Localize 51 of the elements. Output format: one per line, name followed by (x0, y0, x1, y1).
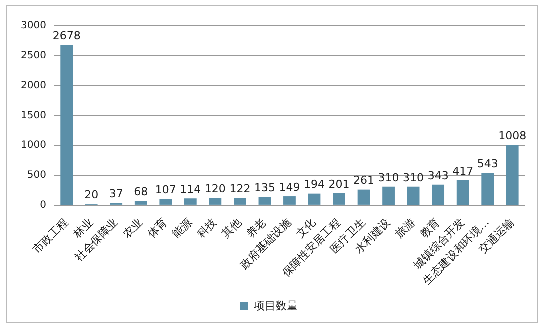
data-label: 114 (180, 182, 202, 196)
bar (432, 184, 445, 205)
bar (60, 45, 74, 205)
bar (184, 198, 197, 205)
legend-label: 项目数量 (254, 299, 298, 312)
data-label: 37 (109, 188, 124, 201)
bar (506, 145, 519, 205)
bar (456, 180, 470, 205)
bar (160, 199, 172, 205)
data-label: 417 (452, 164, 474, 178)
bar (482, 172, 494, 205)
data-label: 2678 (52, 30, 81, 43)
y-tick-label: 1500 (20, 110, 46, 122)
bar (382, 186, 395, 205)
y-tick-label: 1000 (20, 140, 46, 152)
bar (134, 201, 148, 205)
data-label: 343 (428, 169, 449, 182)
bar (308, 194, 321, 205)
x-tick-label: 体育 (145, 216, 170, 241)
data-label: 135 (254, 182, 276, 195)
bar (258, 197, 272, 205)
y-tick-label: 0 (40, 200, 46, 212)
data-label: 1008 (498, 130, 527, 143)
x-tick-label: 市政工程 (30, 216, 71, 256)
data-label: 122 (230, 182, 251, 196)
x-tick-label: 其他 (220, 216, 244, 241)
data-label: 261 (354, 174, 375, 188)
x-tick-label: 能源 (170, 216, 195, 241)
data-label: 310 (378, 171, 400, 184)
data-label: 149 (279, 180, 300, 194)
y-tick-label: 3000 (20, 20, 46, 32)
bar (358, 190, 370, 205)
data-label: 120 (204, 182, 226, 196)
bar (284, 196, 296, 205)
x-tick-label: 科技 (194, 216, 220, 241)
x-tick-label: 农业 (120, 216, 146, 241)
bar (407, 186, 420, 205)
y-tick-label: 500 (27, 170, 46, 182)
data-label: 201 (328, 178, 350, 191)
bar (209, 198, 222, 205)
data-label: 68 (134, 186, 148, 199)
data-label: 543 (477, 157, 498, 170)
data-label: 20 (84, 188, 99, 202)
data-label: 107 (155, 183, 176, 196)
y-tick-label: 2500 (20, 50, 46, 62)
y-tick-label: 2000 (20, 80, 46, 92)
x-tick-label: 旅游 (392, 216, 418, 241)
data-label: 310 (403, 171, 424, 184)
bar (234, 198, 246, 205)
data-label: 194 (304, 178, 325, 192)
bar (333, 193, 346, 205)
